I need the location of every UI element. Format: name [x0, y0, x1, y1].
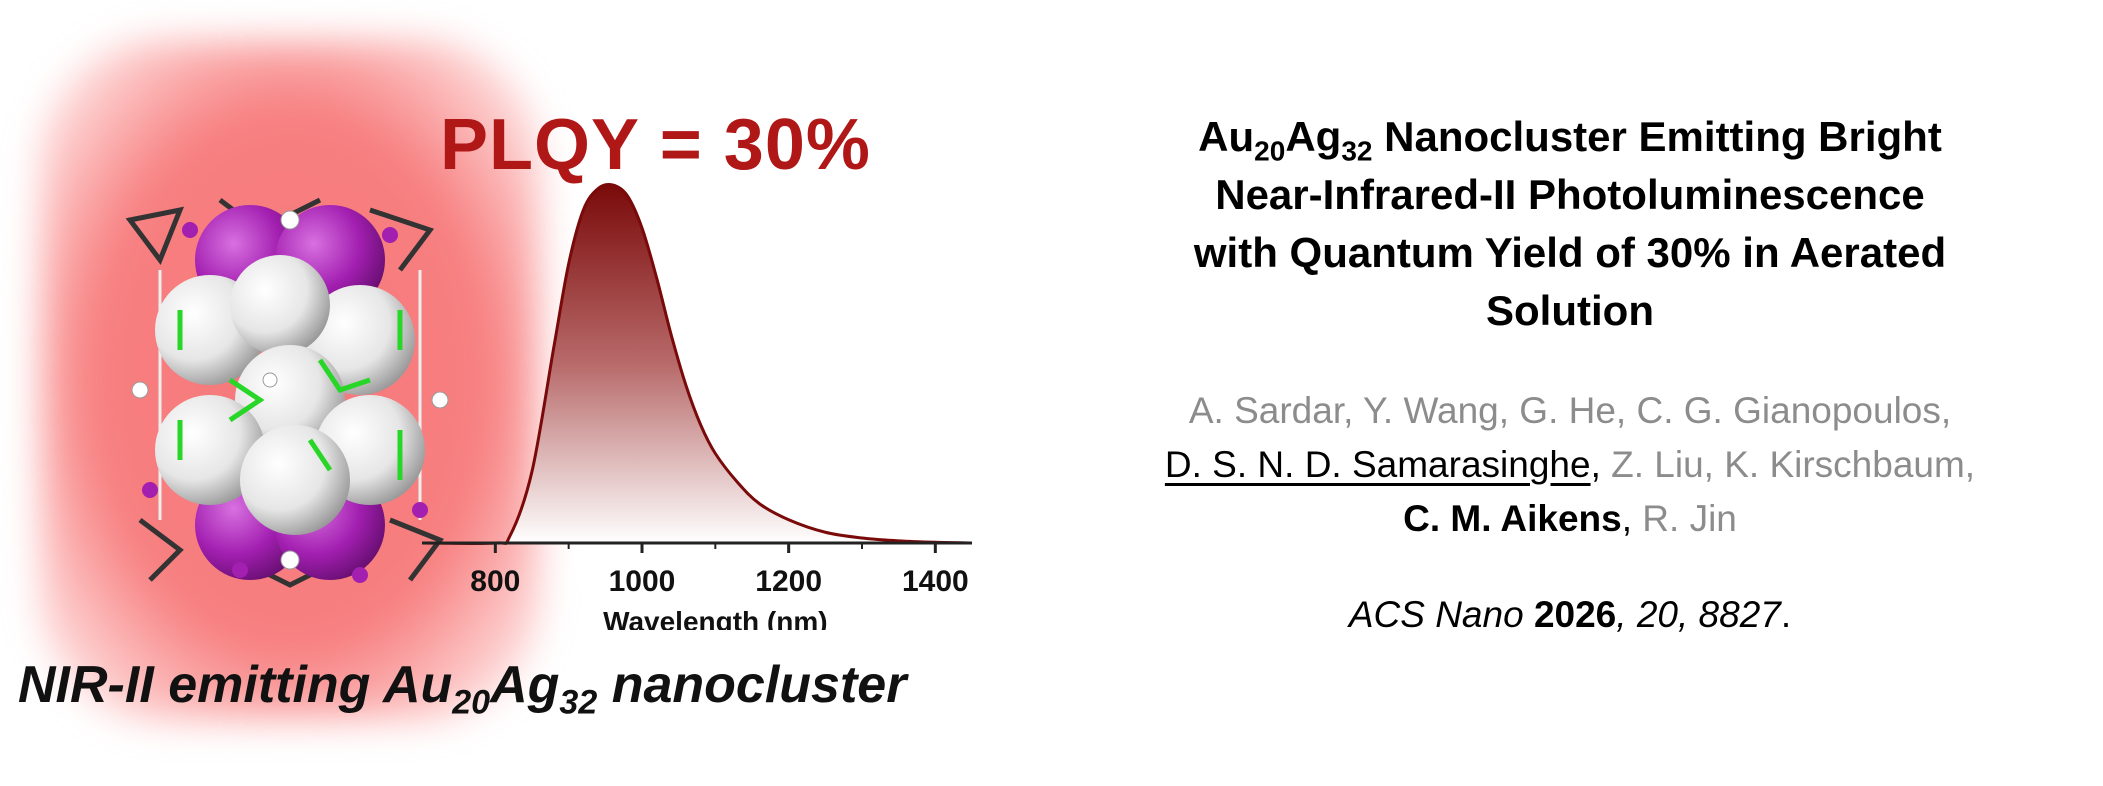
highlighted-author: D. S. N. D. Samarasinghe	[1164, 444, 1591, 485]
caption-subscript: 20	[452, 683, 491, 722]
x-axis-label: Wavelength (nm)	[603, 606, 828, 630]
x-tick-label: 1000	[609, 565, 676, 598]
citation: ACS Nano 2026, 20, 8827.	[1060, 594, 2080, 636]
x-tick-label: 1200	[755, 565, 822, 598]
title-line: with Quantum Yield of 30% in Aerated	[1193, 229, 1947, 276]
title-line: Near-Infrared-II Photoluminescence	[1215, 171, 1925, 218]
author-list: A. Sardar, Y. Wang, G. He, C. G. Gianopo…	[1060, 384, 2080, 546]
title-subscript: 20	[1254, 135, 1286, 167]
volume-pages: 20, 8827	[1626, 594, 1781, 635]
title-text: Ag	[1285, 113, 1342, 160]
paper-title: Au20Ag32 Nanocluster Emitting Bright Nea…	[1060, 108, 2080, 340]
spectrum-area	[422, 184, 972, 544]
x-tick-label: 1400	[902, 565, 969, 598]
nanocluster-structure-image	[125, 197, 449, 588]
separator: ,	[1616, 594, 1627, 635]
title-text: Au	[1198, 113, 1255, 160]
year: 2026	[1533, 594, 1617, 635]
authors-line: R. Jin	[1632, 498, 1737, 539]
caption-text: NIR-II emitting Au	[18, 656, 453, 714]
caption-text: nanocluster	[597, 656, 907, 714]
plqy-label: PLQY = 30%	[440, 105, 871, 185]
title-line: Solution	[1486, 287, 1654, 334]
corresponding-author: C. M. Aikens	[1403, 498, 1622, 539]
emission-spectrum-chart: 800 1000 1200 1400 Wavelength (nm)	[421, 182, 973, 630]
graphic-caption: NIR-II emitting Au20Ag32 nanocluster	[18, 655, 906, 722]
authors-line: A. Sardar, Y. Wang, G. He, C. G. Gianopo…	[1188, 390, 1952, 431]
paper-info: Au20Ag32 Nanocluster Emitting Bright Nea…	[1060, 108, 2080, 636]
caption-subscript: 32	[559, 683, 598, 722]
journal-name: ACS Nano	[1348, 594, 1524, 635]
period: .	[1780, 594, 1792, 635]
spectrum-line	[421, 182, 973, 546]
separator: ,	[1621, 498, 1633, 539]
x-tick-label: 800	[470, 565, 520, 598]
authors-line: Z. Liu, K. Kirschbaum,	[1600, 444, 1976, 485]
separator: ,	[1590, 444, 1601, 485]
title-subscript: 32	[1341, 135, 1373, 167]
title-text: Nanocluster Emitting Bright	[1372, 113, 1942, 160]
caption-text: Ag	[490, 656, 560, 714]
